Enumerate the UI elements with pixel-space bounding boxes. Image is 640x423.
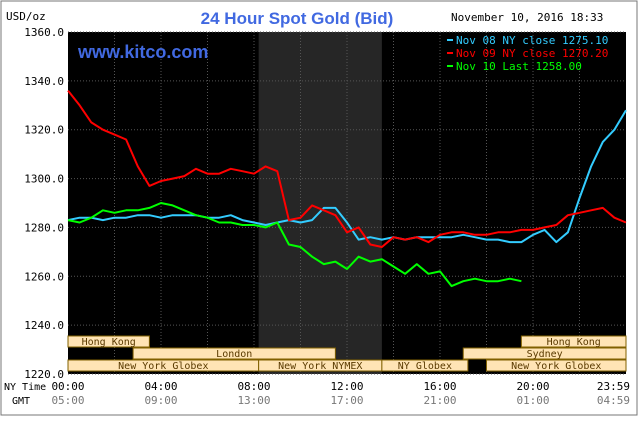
- x-tick-label-gmt: 17:00: [330, 394, 363, 407]
- session-bar: [132, 347, 336, 360]
- series-line-1: [67, 109, 627, 244]
- series-line-2: [67, 89, 627, 248]
- x-tick-label-ny: 20:00: [516, 380, 549, 393]
- y-tick-label: 1220.0: [24, 368, 64, 381]
- y-tick-label: 1360.0: [24, 26, 64, 39]
- session-label: New York Globex: [511, 361, 601, 372]
- x-tick-label-ny: 23:59: [597, 380, 630, 393]
- site-url: www.kitco.com: [77, 42, 208, 62]
- y-tick-label: 1280.0: [24, 221, 64, 234]
- x-tick-label-ny: 12:00: [330, 380, 363, 393]
- session-bar: [462, 347, 627, 360]
- x-tick-label-gmt: 09:00: [144, 394, 177, 407]
- x-tick-label-gmt: 05:00: [51, 394, 84, 407]
- y-tick-label: 1320.0: [24, 124, 64, 137]
- session-bar: [67, 335, 150, 348]
- x-tick-label-ny: 04:00: [144, 380, 177, 393]
- x-tick-label-gmt: 04:59: [597, 394, 630, 407]
- y-tick-label: 1240.0: [24, 319, 64, 332]
- session-bar: [381, 359, 469, 372]
- session-bar: [520, 335, 627, 348]
- session-label: New York Globex: [118, 361, 208, 372]
- y-tick-label: 1300.0: [24, 173, 64, 186]
- session-label: NY Globex: [398, 361, 452, 372]
- session-label: Hong Kong: [547, 337, 601, 348]
- x-tick-label-ny: 16:00: [423, 380, 456, 393]
- x-tick-label-gmt: 13:00: [237, 394, 270, 407]
- timestamp: November 10, 2016 18:33: [451, 11, 603, 24]
- chart-title: 24 Hour Spot Gold (Bid): [201, 9, 394, 28]
- x-tick-label-gmt: 21:00: [423, 394, 456, 407]
- session-label: Hong Kong: [82, 337, 136, 348]
- legend-entry: Nov 10 Last 1258.00: [456, 60, 582, 73]
- nymex-session-band: [258, 32, 382, 374]
- session-bar: [486, 359, 627, 372]
- x-tick-label-gmt: 01:00: [516, 394, 549, 407]
- legend-entry: Nov 09 NY close 1270.20: [456, 47, 608, 60]
- y-axis-unit-label: USD/oz: [6, 10, 46, 23]
- y-tick-label: 1260.0: [24, 270, 64, 283]
- ny-time-label: NY Time: [4, 382, 46, 393]
- x-tick-label-ny: 08:00: [237, 380, 270, 393]
- x-tick-label-ny: 00:00: [51, 380, 84, 393]
- gmt-label: GMT: [12, 396, 30, 407]
- series-line-3: [67, 202, 522, 288]
- session-label: Sydney: [527, 349, 563, 360]
- y-tick-label: 1340.0: [24, 75, 64, 88]
- session-label: London: [216, 349, 252, 360]
- session-label: New York NYMEX: [278, 361, 362, 372]
- legend-entry: Nov 08 NY close 1275.10: [456, 34, 608, 47]
